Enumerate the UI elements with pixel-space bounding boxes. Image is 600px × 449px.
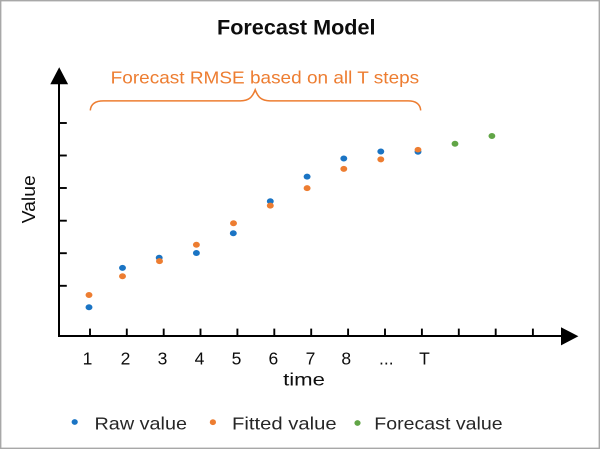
svg-text:Fitted value: Fitted value — [232, 414, 337, 434]
svg-text:7: 7 — [306, 348, 316, 368]
svg-text:Forecast Model: Forecast Model — [217, 17, 376, 40]
svg-text:2: 2 — [121, 348, 131, 368]
svg-text:5: 5 — [232, 348, 242, 368]
svg-text:time: time — [283, 370, 325, 390]
svg-text:8: 8 — [341, 348, 351, 368]
svg-text:Forecast RMSE based on all T s: Forecast RMSE based on all T steps — [111, 67, 420, 87]
svg-text:4: 4 — [195, 348, 205, 368]
svg-text:Raw value: Raw value — [95, 414, 188, 434]
svg-text:6: 6 — [269, 348, 279, 368]
svg-text:T: T — [419, 348, 430, 368]
svg-text:Value: Value — [19, 175, 39, 223]
svg-text:1: 1 — [83, 348, 93, 368]
svg-text:3: 3 — [158, 348, 168, 368]
svg-text:Forecast value: Forecast value — [374, 414, 502, 434]
svg-text:...: ... — [379, 348, 394, 368]
